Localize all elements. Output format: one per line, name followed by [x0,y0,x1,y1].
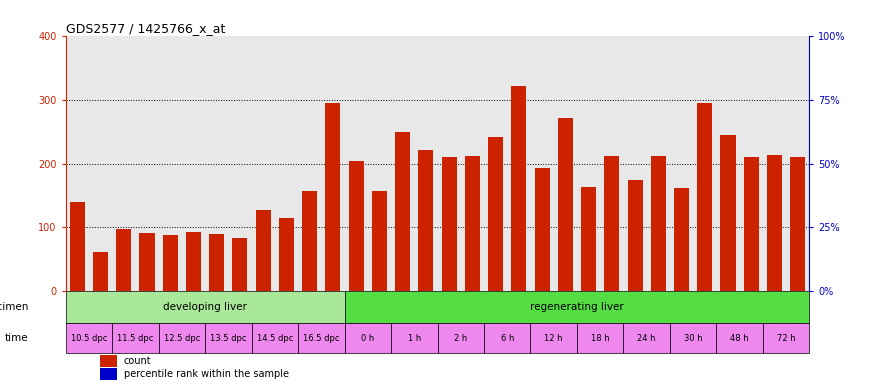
Bar [101,354,116,367]
Text: count: count [123,356,151,366]
Text: 12.5 dpc: 12.5 dpc [164,334,200,343]
Bar [674,188,690,291]
Bar [66,323,112,353]
Text: 13.5 dpc: 13.5 dpc [210,334,247,343]
Text: percentile rank within the sample: percentile rank within the sample [123,369,289,379]
Text: specimen: specimen [0,302,28,312]
Text: time: time [5,333,28,343]
Text: 0 h: 0 h [361,334,374,343]
Bar [233,238,248,291]
Bar [66,291,345,323]
Bar [717,323,763,353]
Bar [763,323,809,353]
Bar [577,323,623,353]
Bar [670,323,717,353]
Bar [605,156,620,291]
Bar [511,86,527,291]
Bar [298,323,345,353]
Bar [158,323,205,353]
Bar [720,135,736,291]
Text: developing liver: developing liver [163,302,247,312]
Bar [163,235,178,291]
Bar [627,180,642,291]
Bar [70,202,85,291]
Bar [209,234,224,291]
Bar [252,323,298,353]
Text: 11.5 dpc: 11.5 dpc [117,334,153,343]
Bar [581,187,596,291]
Bar [623,323,670,353]
Bar [391,323,438,353]
Bar [205,323,252,353]
Text: regenerating liver: regenerating liver [530,302,624,312]
Bar [116,229,131,291]
Bar [326,103,340,291]
Text: 2 h: 2 h [454,334,467,343]
Bar [345,323,391,353]
Bar [557,118,573,291]
Bar [372,191,387,291]
Bar [535,168,550,291]
Bar [186,232,201,291]
Text: 48 h: 48 h [731,334,749,343]
Bar [651,156,666,291]
Text: 30 h: 30 h [684,334,703,343]
Bar [255,210,270,291]
Bar [396,132,410,291]
Text: 72 h: 72 h [777,334,795,343]
Bar [744,157,759,291]
Bar [697,103,712,291]
Text: GDS2577 / 1425766_x_at: GDS2577 / 1425766_x_at [66,22,225,35]
Text: 1 h: 1 h [408,334,421,343]
Text: 18 h: 18 h [591,334,610,343]
Text: 24 h: 24 h [637,334,656,343]
Text: 14.5 dpc: 14.5 dpc [256,334,293,343]
Bar [279,218,294,291]
Bar [348,161,364,291]
Bar [302,191,318,291]
Bar [790,157,805,291]
Bar [112,323,158,353]
Bar [767,156,782,291]
Bar [345,291,809,323]
Bar [139,232,155,291]
Bar [438,323,484,353]
Text: 6 h: 6 h [500,334,514,343]
Bar [93,252,108,291]
Bar [442,157,457,291]
Text: 10.5 dpc: 10.5 dpc [71,334,107,343]
Bar [418,150,433,291]
Bar [488,137,503,291]
Text: 12 h: 12 h [544,334,563,343]
Text: 16.5 dpc: 16.5 dpc [303,334,340,343]
Bar [101,368,116,380]
Bar [484,323,530,353]
Bar [465,156,480,291]
Bar [530,323,577,353]
